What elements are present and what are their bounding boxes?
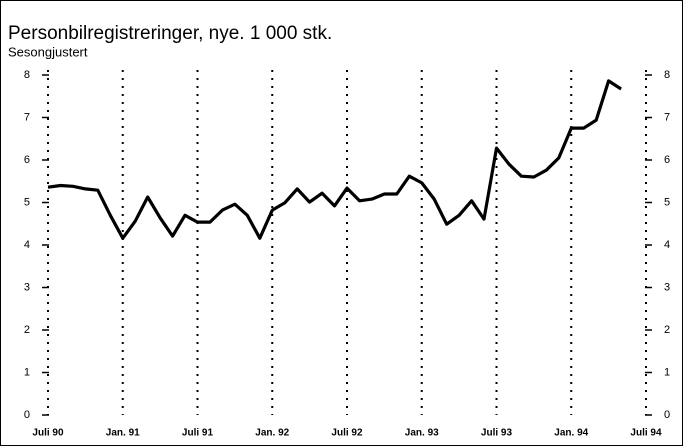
- chart-title: Personbilregistreringer, nye. 1 000 stk.: [8, 23, 332, 44]
- x-tick-label: Juli 92: [331, 428, 363, 439]
- y2-tick-label: 6: [664, 154, 670, 166]
- y-tick-label: 6: [24, 154, 30, 166]
- y2-tick-label: 4: [664, 239, 670, 251]
- y2-tick-label: 0: [664, 409, 670, 421]
- x-tick-label: Juli 91: [182, 428, 214, 439]
- y-tick-label: 8: [24, 69, 30, 81]
- chart-subtitle: Sesongjustert: [8, 44, 88, 59]
- y2-tick-label: 7: [664, 111, 670, 123]
- x-tick-label: Jan. 91: [106, 428, 140, 439]
- y-tick-label: 2: [24, 324, 30, 336]
- y2-tick-label: 1: [664, 366, 670, 378]
- y-tick-label: 4: [24, 239, 30, 251]
- x-tick-label: Juli 93: [481, 428, 513, 439]
- y-tick-label: 5: [24, 196, 30, 208]
- y2-tick-label: 2: [664, 324, 670, 336]
- line-series: [47, 79, 622, 240]
- x-tick-label: Jan. 92: [255, 428, 289, 439]
- y2-tick-label: 3: [664, 281, 670, 293]
- x-tick-label: Juli 94: [630, 428, 662, 439]
- y-tick-label: 1: [24, 366, 30, 378]
- y2-tick-label: 5: [664, 196, 670, 208]
- y-tick-label: 3: [24, 281, 30, 293]
- y-tick-label: 0: [24, 409, 30, 421]
- y2-tick-label: 8: [664, 69, 670, 81]
- x-tick-label: Juli 90: [32, 428, 64, 439]
- x-tick-label: Jan. 93: [405, 428, 439, 439]
- x-tick-label: Jan. 94: [554, 428, 588, 439]
- y-tick-label: 7: [24, 111, 30, 123]
